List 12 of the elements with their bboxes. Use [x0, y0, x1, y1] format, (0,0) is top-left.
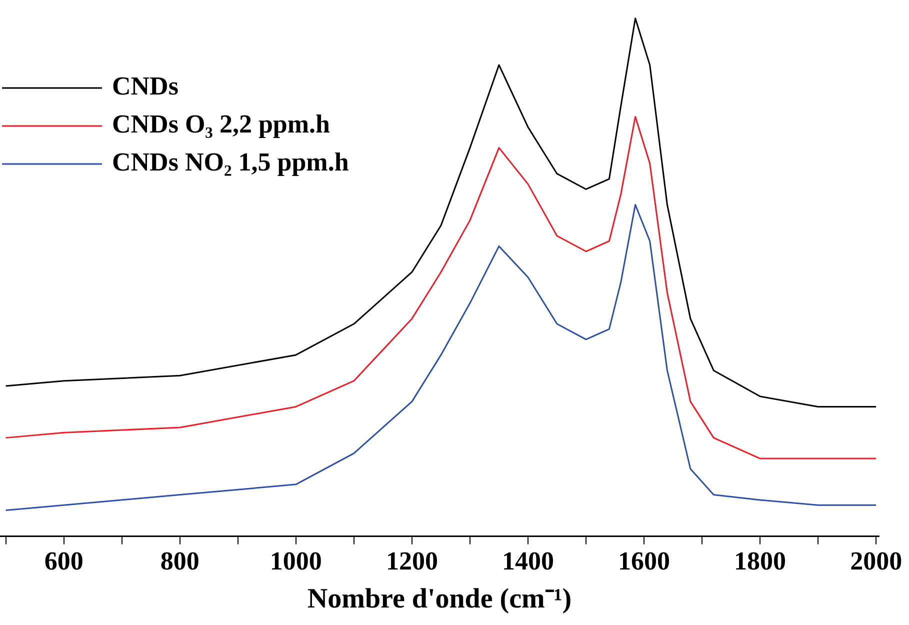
x-tick-label: 1400: [502, 546, 554, 576]
x-tick-label: 1800: [734, 546, 786, 576]
x-axis-title: Nombre d'onde (cm⁻¹): [307, 583, 572, 614]
x-tick-label: 2000: [850, 546, 902, 576]
legend-label: CNDs: [112, 72, 178, 101]
x-tick-label: 1000: [270, 546, 322, 576]
legend-label: CNDs NO₂ 1,5 ppm.h: [112, 148, 350, 177]
x-tick-label: 800: [160, 546, 200, 576]
x-tick-label: 600: [44, 546, 84, 576]
legend-label: CNDs O₃ 2,2 ppm.h: [112, 110, 331, 139]
x-tick-label: 1200: [386, 546, 438, 576]
x-tick-label: 1600: [618, 546, 670, 576]
